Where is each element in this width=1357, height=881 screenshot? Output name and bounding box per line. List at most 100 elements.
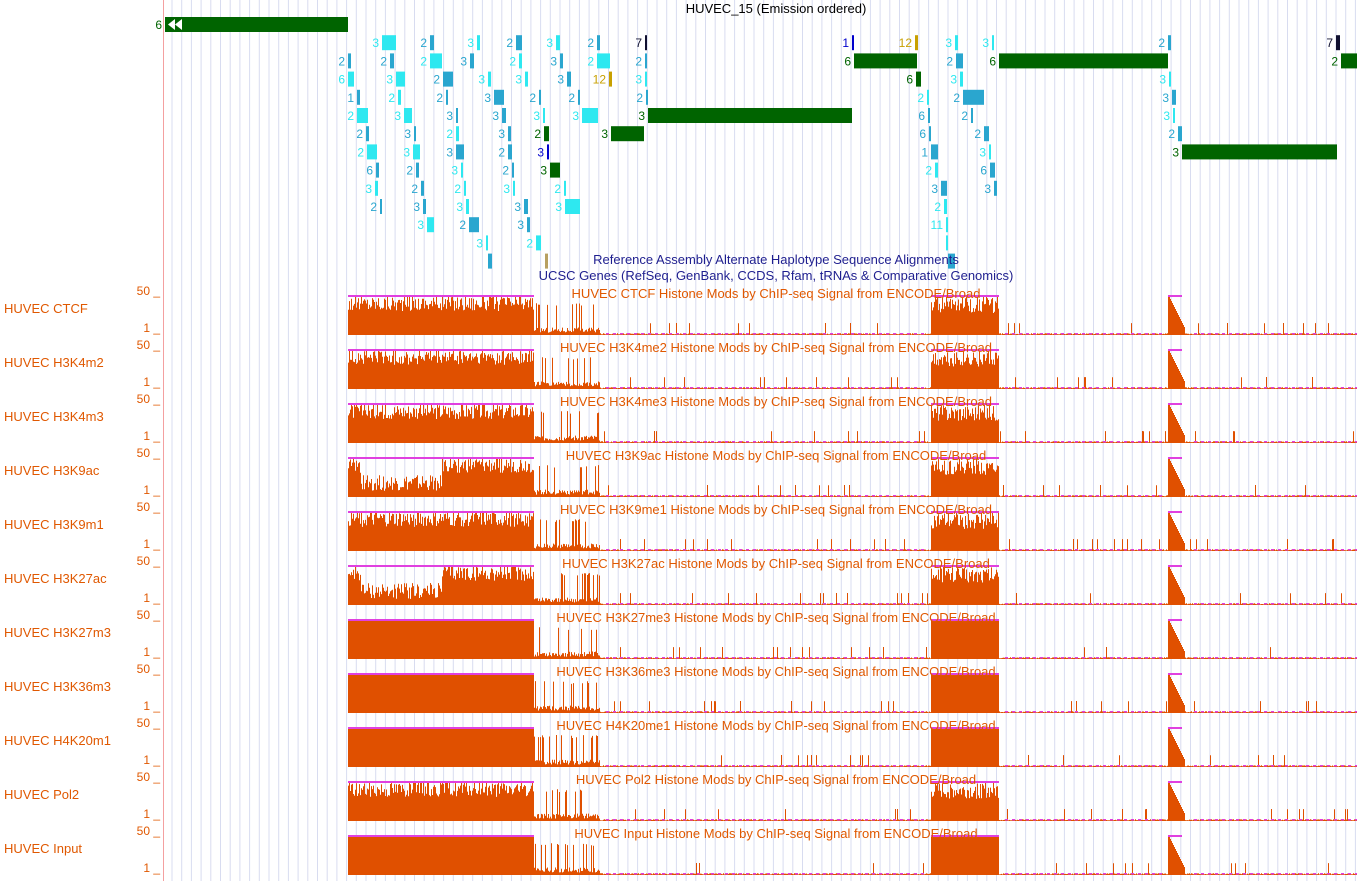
hmm-state-segment[interactable]	[915, 35, 918, 51]
hmm-state-segment[interactable]	[645, 53, 647, 69]
signal-track-label[interactable]: HUVEC H3K36m3	[4, 679, 111, 694]
hmm-state-segment[interactable]	[466, 199, 469, 214]
hmm-state-segment[interactable]	[404, 108, 412, 123]
hmm-state-segment[interactable]	[443, 71, 453, 87]
signal-track-title[interactable]: HUVEC H3K9ac Histone Mods by ChIP-seq Si…	[565, 448, 987, 463]
hmm-state-segment[interactable]	[396, 71, 405, 87]
signal-track-graph[interactable]	[348, 835, 1357, 875]
hmm-state-segment[interactable]	[461, 162, 463, 178]
signal-track-label[interactable]: HUVEC H3K4m3	[4, 409, 104, 424]
hmm-state-segment[interactable]	[578, 89, 580, 105]
hmm-state-segment[interactable]	[502, 108, 506, 123]
signal-track-graph[interactable]	[348, 349, 1357, 389]
hmm-state-segment[interactable]	[524, 199, 528, 214]
hmm-state-segment[interactable]	[430, 35, 434, 51]
signal-track-graph[interactable]	[348, 457, 1357, 497]
signal-track-graph[interactable]	[348, 781, 1357, 821]
signal-track-title[interactable]: HUVEC CTCF Histone Mods by ChIP-seq Sign…	[571, 286, 981, 301]
signal-track-graph[interactable]	[348, 727, 1357, 767]
hmm-state-segment[interactable]	[427, 217, 434, 233]
hmm-state-segment[interactable]	[931, 144, 938, 160]
hmm-state-segment[interactable]	[646, 89, 648, 105]
hmm-state-segment[interactable]	[545, 253, 548, 269]
hmm-state-segment[interactable]	[556, 35, 560, 51]
hmm-state-segment[interactable]	[565, 199, 580, 214]
hmm-state-segment[interactable]	[380, 199, 382, 214]
signal-track-label[interactable]: HUVEC H3K9ac	[4, 463, 100, 478]
hmm-state-segment[interactable]	[1182, 144, 1337, 160]
hmm-state-segment[interactable]	[376, 162, 379, 178]
hmm-state-segment[interactable]	[852, 35, 854, 51]
signal-track-title[interactable]: HUVEC H3K4me2 Histone Mods by ChIP-seq S…	[559, 340, 993, 355]
hmm-state-segment[interactable]	[543, 108, 545, 123]
scroll-left-icon[interactable]	[168, 19, 182, 30]
hmm-state-segment[interactable]	[916, 71, 921, 87]
signal-track-title[interactable]: HUVEC H3K36me3 Histone Mods by ChIP-seq …	[556, 664, 996, 679]
hmm-state-segment[interactable]	[927, 89, 929, 105]
hmm-state-segment[interactable]	[994, 180, 997, 196]
hmm-state-segment[interactable]	[1169, 71, 1171, 87]
hmm-state-segment[interactable]	[1341, 53, 1357, 69]
hmm-state-segment[interactable]	[854, 53, 917, 69]
hmm-state-segment[interactable]	[929, 126, 931, 142]
signal-track-title[interactable]: HUVEC Input Histone Mods by ChIP-seq Sig…	[574, 826, 978, 841]
hmm-state-segment[interactable]	[413, 144, 420, 160]
hmm-state-segment[interactable]	[423, 199, 426, 214]
hmm-state-segment[interactable]	[1178, 126, 1182, 142]
hmm-state-segment[interactable]	[645, 35, 647, 51]
hmm-state-segment[interactable]	[382, 35, 396, 51]
hmm-state-segment[interactable]	[165, 17, 348, 32]
hmm-state-segment[interactable]	[416, 162, 419, 178]
hmm-state-segment[interactable]	[348, 71, 354, 87]
hmm-state-segment[interactable]	[477, 35, 480, 51]
hmm-state-segment[interactable]	[597, 53, 610, 69]
signal-track-graph[interactable]	[348, 511, 1357, 551]
hmm-state-segment[interactable]	[971, 108, 973, 123]
hmm-state-segment[interactable]	[564, 180, 566, 196]
hmm-state-segment[interactable]	[348, 53, 351, 69]
hmm-state-segment[interactable]	[367, 144, 377, 160]
hmm-state-segment[interactable]	[464, 180, 466, 196]
signal-track-title[interactable]: HUVEC H3K9me1 Histone Mods by ChIP-seq S…	[559, 502, 993, 517]
signal-track-title[interactable]: HUVEC H4K20me1 Histone Mods by ChIP-seq …	[556, 718, 996, 733]
hmm-state-segment[interactable]	[469, 217, 479, 233]
signal-track-label[interactable]: HUVEC H4K20m1	[4, 733, 111, 748]
hmm-state-segment[interactable]	[547, 144, 549, 160]
hmm-state-segment[interactable]	[513, 180, 515, 196]
hmm-state-segment[interactable]	[948, 253, 955, 269]
hmm-state-segment[interactable]	[611, 126, 644, 142]
hmm-state-segment[interactable]	[488, 71, 491, 87]
signal-track-graph[interactable]	[348, 619, 1357, 659]
signal-track-graph[interactable]	[348, 565, 1357, 605]
hmm-state-segment[interactable]	[645, 71, 647, 87]
hmm-state-segment[interactable]	[963, 89, 984, 105]
hmm-state-segment[interactable]	[357, 89, 360, 105]
hmm-state-segment[interactable]	[536, 235, 541, 251]
hmm-state-segment[interactable]	[357, 108, 368, 123]
hmm-state-segment[interactable]	[519, 53, 522, 69]
hmm-state-segment[interactable]	[992, 35, 994, 51]
hmm-state-segment[interactable]	[525, 71, 528, 87]
hmm-state-segment[interactable]	[375, 180, 378, 196]
hmm-state-segment[interactable]	[456, 144, 464, 160]
signal-track-title[interactable]: HUVEC H3K27me3 Histone Mods by ChIP-seq …	[556, 610, 996, 625]
hmm-state-segment[interactable]	[539, 89, 541, 105]
signal-track-title[interactable]: HUVEC H3K27ac Histone Mods by ChIP-seq S…	[562, 556, 990, 571]
signal-track-label[interactable]: HUVEC H3K27ac	[4, 571, 107, 586]
hmm-state-segment[interactable]	[946, 217, 948, 233]
hmm-state-segment[interactable]	[421, 180, 424, 196]
signal-track-title[interactable]: HUVEC H3K4me3 Histone Mods by ChIP-seq S…	[559, 394, 993, 409]
hmm-state-segment[interactable]	[488, 253, 492, 269]
hmm-state-segment[interactable]	[508, 126, 511, 142]
hmm-state-segment[interactable]	[486, 235, 488, 251]
hmm-state-segment[interactable]	[456, 126, 459, 142]
hmm-state-segment[interactable]	[999, 53, 1168, 69]
hmm-state-segment[interactable]	[928, 108, 930, 123]
hmm-state-segment[interactable]	[470, 53, 474, 69]
signal-track-label[interactable]: HUVEC H3K9m1	[4, 517, 104, 532]
signal-track-label[interactable]: HUVEC CTCF	[4, 301, 88, 316]
hmm-state-segment[interactable]	[544, 126, 549, 142]
hmm-state-segment[interactable]	[648, 108, 852, 123]
signal-track-title[interactable]: HUVEC Pol2 Histone Mods by ChIP-seq Sign…	[575, 772, 977, 787]
hmm-state-segment[interactable]	[990, 162, 995, 178]
